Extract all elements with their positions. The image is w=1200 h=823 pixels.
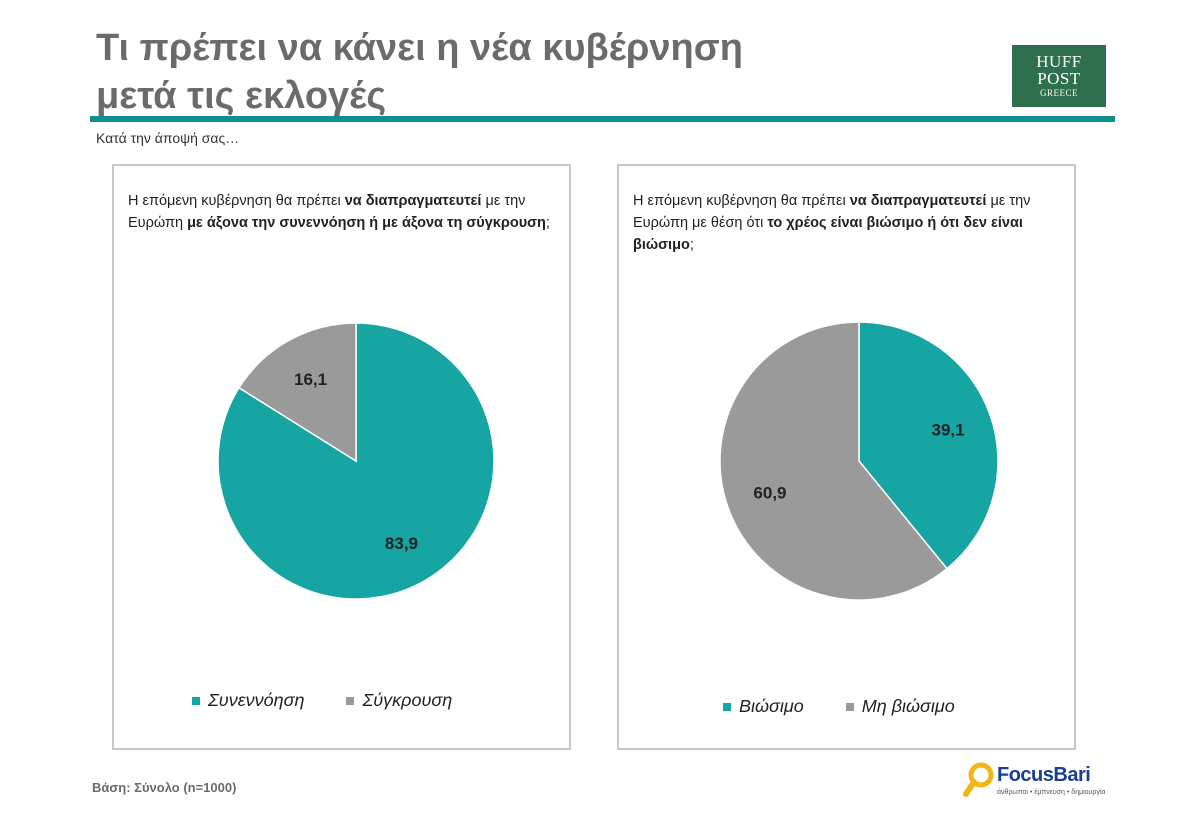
question-left: Η επόμενη κυβέρνηση θα πρέπει να διαπραγ… — [128, 190, 560, 234]
question-bold-text: να διαπραγματευτεί — [344, 193, 482, 209]
pie-slice — [719, 321, 948, 601]
title-rule — [90, 116, 1115, 122]
legend-item: Συνεννόηση — [192, 690, 304, 711]
logo-line-2: POST — [1037, 69, 1081, 88]
pie-chart-right: 39,1 60,9 — [719, 321, 999, 601]
data-label: 16,1 — [294, 370, 327, 389]
legend-label: Μη βιώσιμο — [861, 696, 955, 716]
title-line-2: μετά τις εκλογές — [96, 75, 387, 117]
pie-chart-left: 83,9 16,1 — [217, 322, 495, 600]
focusbari-wordmark: FocusBari — [997, 764, 1091, 786]
question-text: ; — [689, 237, 694, 253]
question-text: ; — [545, 215, 550, 231]
page-title: Τι πρέπει να κάνει η νέα κυβέρνηση μετά … — [96, 24, 856, 120]
question-right: Η επόμενη κυβέρνηση θα πρέπει να διαπραγ… — [633, 190, 1065, 256]
legend-label: Βιώσιμο — [739, 696, 804, 716]
legend-swatch — [346, 696, 355, 705]
data-label: 83,9 — [385, 534, 418, 553]
question-text: Η επόμενη κυβέρνηση θα πρέπει — [633, 193, 850, 209]
pie-slice — [217, 322, 495, 600]
question-text: με την Ευρώπη με θέση ότι — [633, 193, 1031, 231]
sample-base-note: Βάση: Σύνολο (n=1000) — [92, 780, 237, 795]
focusbari-tagline: άνθρωποι • έμπνευση • δημιουργία — [997, 789, 1106, 796]
legend-item: Σύγκρουση — [346, 690, 452, 711]
question-text: με την Ευρώπη — [128, 193, 526, 231]
legend-item: Μη βιώσιμο — [845, 696, 955, 717]
legend-swatch — [723, 702, 731, 711]
question-bold-text: να διαπραγματευτεί — [849, 193, 987, 209]
legend-label: Συνεννόηση — [208, 690, 305, 710]
legend-swatch — [845, 702, 854, 711]
data-label: 60,9 — [753, 484, 786, 503]
legend-right: Βιώσιμο Μη βιώσιμο — [723, 696, 955, 717]
chart-panel-left: Η επόμενη κυβέρνηση θα πρέπει να διαπραγ… — [112, 164, 571, 750]
data-label: 39,1 — [931, 420, 964, 439]
question-bold-text: με άξονα την συνεννόηση ή με άξονα τη σύ… — [187, 215, 546, 231]
huffpost-greece-logo: HUFF POST GREECE — [1012, 45, 1106, 107]
logo-line-3: GREECE — [1040, 88, 1078, 98]
title-line-1: Τι πρέπει να κάνει η νέα κυβέρνηση — [96, 27, 743, 69]
legend-label: Σύγκρουση — [362, 690, 453, 710]
focusbari-logo: FocusBari άνθρωποι • έμπνευση • δημιουργ… — [963, 759, 1113, 803]
legend-swatch — [192, 696, 200, 705]
chart-panel-right: Η επόμενη κυβέρνηση θα πρέπει να διαπραγ… — [617, 164, 1076, 750]
legend-item: Βιώσιμο — [723, 696, 804, 717]
magnifier-icon — [963, 762, 994, 797]
question-bold-text: το χρέος είναι βιώσιμο ή ότι δεν είναι β… — [633, 215, 1023, 253]
pie-slice — [858, 321, 999, 570]
pie-slice — [237, 322, 357, 463]
subtitle: Κατά την άποψή σας… — [96, 130, 240, 146]
question-text: Η επόμενη κυβέρνηση θα πρέπει — [128, 193, 345, 209]
legend-left: Συνεννόηση Σύγκρουση — [192, 690, 452, 711]
logo-line-1: HUFF — [1036, 52, 1082, 71]
